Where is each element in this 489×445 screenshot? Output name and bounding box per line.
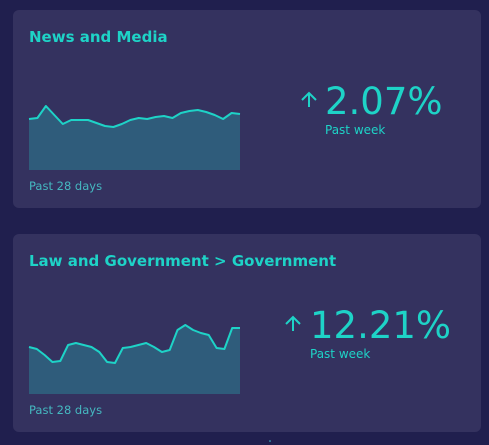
arrow-up-icon — [285, 315, 301, 331]
change-period: Past week — [310, 347, 370, 361]
change-value: 2.07% — [325, 80, 443, 123]
sparkline-area — [29, 106, 240, 170]
change-period: Past week — [325, 123, 385, 137]
sparkline-area — [29, 325, 240, 394]
card-title: News and Media — [29, 28, 168, 46]
sparkline-line — [28, 105, 241, 128]
range-label: Past 28 days — [29, 403, 102, 417]
change-value: 12.21% — [310, 304, 451, 347]
arrow-up-icon — [301, 91, 317, 107]
card: Law and Government > Government12.21%Pas… — [13, 234, 481, 432]
card: News and Media 2.07%Past week Past 28 days — [13, 10, 481, 208]
range-label: Past 28 days — [29, 179, 102, 193]
card-title: Law and Government > Government — [29, 252, 336, 270]
sparkline-line — [28, 324, 240, 364]
